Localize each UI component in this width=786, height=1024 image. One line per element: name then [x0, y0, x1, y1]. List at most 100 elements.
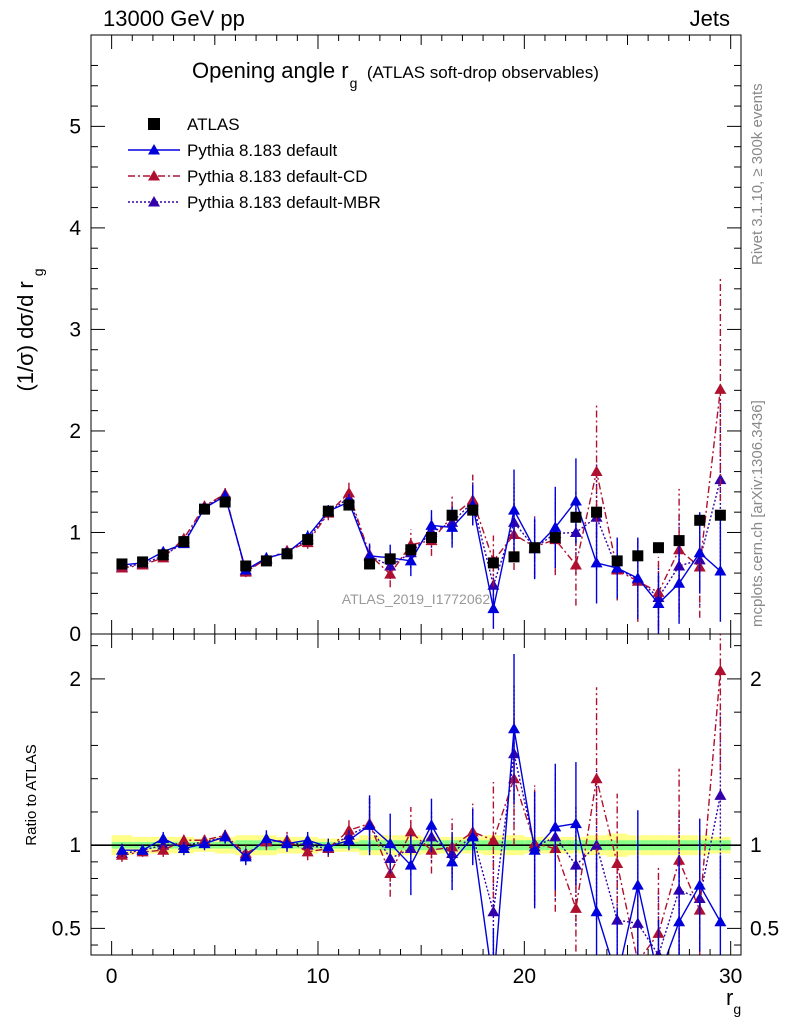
main-atlas-point	[570, 511, 582, 523]
ratio-default-point	[487, 981, 499, 992]
legend-label-cd: Pythia 8.183 default-CD	[187, 167, 368, 186]
header-category: Jets	[689, 6, 730, 31]
ratio-y-tick-label-right: 0.5	[750, 917, 779, 940]
ratio-default-point	[363, 819, 376, 830]
header-energy: 13000 GeV pp	[103, 6, 245, 31]
main-default-point	[404, 554, 417, 566]
main-atlas-point	[178, 536, 190, 548]
main-default-point	[508, 504, 521, 515]
main-y-tick-label: 2	[69, 420, 81, 443]
legend: ATLAS Pythia 8.183 default Pythia 8.183 de…	[128, 115, 381, 212]
ratio-default-point	[549, 820, 562, 832]
main-atlas-point	[467, 504, 479, 516]
main-y-axis-label-sub: g	[30, 268, 46, 276]
main-atlas-point	[240, 560, 252, 572]
x-tick-label: 30	[719, 965, 742, 988]
ratio-default-point	[714, 915, 727, 927]
main-mbr-line	[121, 479, 722, 599]
main-default-point	[363, 549, 376, 561]
main-atlas-point	[198, 503, 210, 515]
main-atlas-point	[446, 509, 458, 521]
main-cd-point	[590, 465, 603, 477]
ratio-default-point	[466, 830, 479, 842]
ratio-default-point	[239, 850, 252, 862]
main-default-point	[652, 597, 665, 609]
ratio-mbr-point	[487, 905, 500, 917]
main-atlas-point	[611, 555, 623, 567]
x-tick-label: 10	[306, 965, 329, 988]
main-cd-line	[121, 389, 722, 594]
legend-label-default: Pythia 8.183 default	[187, 141, 338, 160]
main-atlas-point	[529, 542, 541, 554]
main-default-point	[549, 521, 562, 532]
main-y-tick-label: 4	[69, 217, 81, 240]
ratio-default-point	[673, 915, 686, 927]
main-y-axis-label: (1/σ) dσ/d r g	[13, 268, 46, 391]
ratio-cd-point	[177, 834, 190, 845]
main-default-point	[446, 521, 459, 532]
ratio-cd-point	[487, 834, 500, 845]
ratio-cd-point	[714, 664, 727, 676]
x-tick-label: 20	[513, 965, 536, 988]
main-atlas-point	[322, 505, 334, 517]
main-atlas-point	[157, 549, 169, 561]
title-sub: g	[349, 75, 358, 91]
main-atlas-point	[508, 551, 520, 563]
ratio-default-point	[198, 837, 211, 849]
ratio-default-point	[446, 855, 459, 867]
ratio-cd-point	[301, 845, 314, 857]
ratio-y-tick-label-right: 2	[750, 668, 762, 691]
ratio-default-point	[384, 837, 397, 849]
main-atlas-point	[116, 558, 128, 570]
ratio-cd-point	[590, 772, 603, 784]
ratio-default-point	[342, 834, 355, 845]
main-atlas-point	[714, 509, 726, 521]
ratio-y-axis-label: Ratio to ATLAS	[23, 744, 40, 845]
main-y-axis-label-text: (1/σ) dσ/d r	[13, 281, 38, 391]
main-atlas-point	[487, 557, 499, 569]
ratio-default-point	[652, 972, 664, 983]
main-atlas-point	[343, 499, 355, 511]
legend-marker-default	[148, 144, 160, 155]
x-axis-label-text: r	[726, 985, 733, 1010]
title-main: Opening angle r	[192, 58, 349, 83]
ratio-cd-point	[611, 857, 624, 869]
ratio-default-point	[281, 837, 294, 849]
main-cd-point	[714, 383, 727, 394]
main-atlas-point	[632, 550, 644, 562]
main-default-point	[425, 519, 438, 530]
x-tick-label: 0	[106, 965, 118, 988]
ratio-default-point	[404, 859, 417, 870]
ratio-y-tick-label-left: 0.5	[52, 917, 81, 940]
ratio-y-tick-label-left: 2	[69, 668, 81, 691]
ratio-default-point	[115, 844, 128, 855]
main-atlas-point	[281, 548, 293, 560]
ratio-default-point	[611, 972, 623, 983]
ratio-cd-line	[121, 670, 722, 955]
side-label-mcplots: mcplots.cern.ch [arXiv:1306.3436]	[749, 400, 766, 627]
ratio-default-point	[157, 832, 170, 844]
main-atlas-point	[652, 542, 664, 554]
legend-label-mbr: Pythia 8.183 default-MBR	[187, 193, 381, 212]
legend-label-atlas: ATLAS	[187, 115, 240, 134]
main-default-point	[673, 577, 686, 588]
ratio-default-point	[508, 722, 521, 734]
ratio-y-tick-label-right: 1	[750, 834, 762, 857]
ratio-default-point	[590, 905, 603, 917]
main-atlas-point	[405, 544, 417, 556]
ratio-cd-point	[632, 956, 644, 967]
main-default-point	[714, 565, 727, 576]
ratio-plot-frame	[90, 633, 742, 956]
main-title: Opening angle rg (ATLAS soft-drop observ…	[192, 58, 599, 91]
ratio-default-point	[569, 817, 582, 829]
main-cd-point	[569, 558, 582, 570]
main-atlas-point	[384, 553, 396, 565]
main-default-point	[487, 602, 500, 614]
main-atlas-point	[591, 506, 603, 518]
ratio-default-point	[322, 840, 335, 852]
ratio-default-point	[177, 842, 190, 854]
main-y-tick-label: 1	[69, 521, 81, 544]
title-extra: (ATLAS soft-drop observables)	[366, 63, 599, 82]
ratio-default-point	[260, 832, 273, 844]
ratio-default-point	[528, 844, 541, 855]
